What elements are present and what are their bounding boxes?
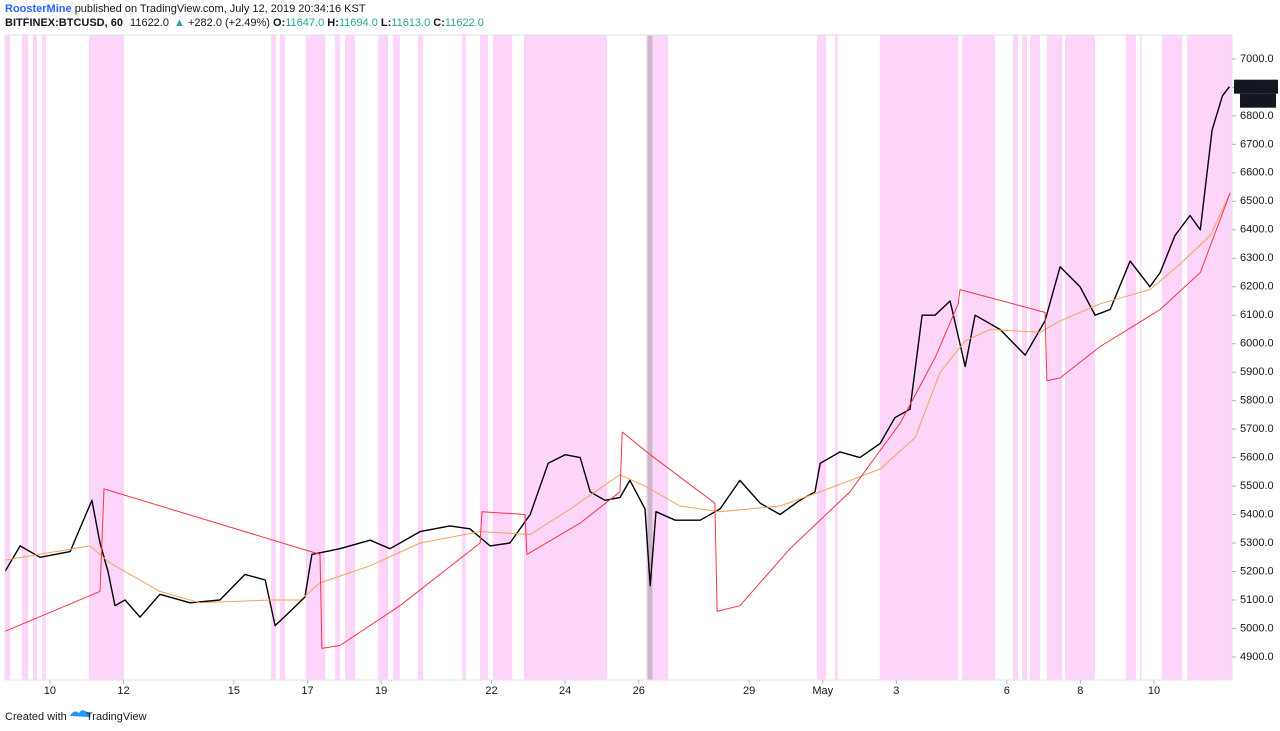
open-label: O: — [273, 17, 285, 29]
highlight-band — [879, 35, 959, 680]
x-tick-label: 10 — [44, 685, 56, 697]
plot-frame — [4, 34, 1233, 681]
y-tick-label: 6100.0 — [1240, 309, 1274, 321]
open-value: 11647.0 — [285, 17, 324, 29]
x-tick-label: May — [812, 685, 833, 697]
highlight-band — [480, 35, 489, 680]
highlight-band — [493, 35, 513, 680]
low-label: L: — [381, 17, 391, 29]
y-tick-label: 5200.0 — [1240, 565, 1274, 577]
last-price-box — [1234, 79, 1278, 94]
highlight-band — [335, 35, 340, 680]
highlight-band — [1139, 35, 1142, 680]
highlight-band — [271, 35, 276, 680]
highlight-band — [417, 35, 424, 680]
marker-band — [647, 35, 653, 680]
highlight-band — [462, 35, 466, 680]
highlight-band — [1064, 35, 1096, 680]
x-tick-label: 10 — [1148, 685, 1160, 697]
y-tick-label: 7000.0 — [1240, 53, 1274, 65]
x-tick-label: 29 — [743, 685, 755, 697]
footer-created: Created with — [5, 711, 67, 723]
y-tick-label: 6200.0 — [1240, 281, 1274, 293]
x-tick-label: 3 — [893, 685, 899, 697]
highlight-band — [1046, 35, 1062, 680]
x-tick-label: 26 — [633, 685, 645, 697]
highlight-band — [32, 35, 38, 680]
highlight-band — [1013, 35, 1019, 680]
y-tick-label: 6600.0 — [1240, 167, 1274, 179]
highlight-band — [88, 35, 124, 680]
x-tick-label: 8 — [1077, 685, 1083, 697]
x-tick-label: 19 — [375, 685, 387, 697]
symbol: BITFINEX:BTCUSD, 60 — [5, 17, 123, 29]
y-tick-label: 6700.0 — [1240, 138, 1274, 150]
header-line-2: BITFINEX:BTCUSD, 60 11622.0 ▲ +282.0 (+2… — [5, 17, 484, 29]
highlight-band — [306, 35, 326, 680]
y-tick-label: 5600.0 — [1240, 452, 1274, 464]
countdown-label: 25:45 — [1244, 95, 1272, 107]
highlight-band — [5, 35, 11, 680]
y-tick-label: 6800.0 — [1240, 110, 1274, 122]
y-tick-label: 5400.0 — [1240, 508, 1274, 520]
highlight-band — [1029, 35, 1040, 680]
series-line — [4, 192, 1231, 649]
low-value: 11613.0 — [391, 17, 430, 29]
series-lines — [4, 86, 1231, 649]
header-line-1: RoosterMine published on TradingView.com… — [5, 3, 366, 15]
highlight-band — [345, 35, 355, 680]
high-label: H: — [327, 17, 339, 29]
highlight-band — [279, 35, 286, 680]
y-tick-label: 6300.0 — [1240, 252, 1274, 264]
y-tick-label: 5000.0 — [1240, 622, 1274, 634]
y-tick-label: 6000.0 — [1240, 338, 1274, 350]
highlight-band — [523, 35, 608, 680]
highlight-band — [1126, 35, 1136, 680]
highlight-band — [378, 35, 389, 680]
x-tick-label: 17 — [301, 685, 313, 697]
change-arrow: ▲ — [174, 17, 185, 29]
footer-brand[interactable]: TradingView — [86, 711, 147, 723]
close-value: 11622.0 — [445, 17, 484, 29]
highlight-band — [834, 35, 838, 680]
highlight-band — [1162, 35, 1182, 680]
y-tick-label: 4900.0 — [1240, 651, 1274, 663]
change: +282.0 (+2.49%) — [188, 17, 270, 29]
y-tick-label: 5500.0 — [1240, 480, 1274, 492]
x-tick-label: 15 — [228, 685, 240, 697]
y-tick-label: 5300.0 — [1240, 537, 1274, 549]
x-tick-label: 6 — [1004, 685, 1010, 697]
highlight-band — [816, 35, 827, 680]
high-value: 11694.0 — [339, 17, 378, 29]
header-price: 11622.0 — [130, 17, 169, 29]
author[interactable]: RoosterMine — [5, 3, 72, 15]
tradingview-logo — [70, 710, 91, 717]
y-tick-label: 5900.0 — [1240, 366, 1274, 378]
highlight-band — [962, 35, 995, 680]
highlight-bands — [5, 35, 1232, 680]
y-tick-label: 6400.0 — [1240, 224, 1274, 236]
x-tick-label: 12 — [117, 685, 129, 697]
series-line — [4, 86, 1230, 627]
y-tick-label: 5100.0 — [1240, 594, 1274, 606]
highlight-band — [392, 35, 400, 680]
y-tick-label: 5800.0 — [1240, 395, 1274, 407]
highlight-band — [1187, 35, 1232, 680]
y-tick-label: 5700.0 — [1240, 423, 1274, 435]
x-tick-label: 24 — [559, 685, 571, 697]
y-tick-label: 6500.0 — [1240, 195, 1274, 207]
x-tick-label: 22 — [485, 685, 497, 697]
last-price-label: 6902.5 — [1239, 81, 1273, 93]
countdown-box — [1240, 93, 1276, 108]
published: published on TradingView.com, July 12, 2… — [75, 3, 366, 15]
series-line — [4, 192, 1231, 604]
close-label: C: — [433, 17, 445, 29]
highlight-band — [42, 35, 46, 680]
highlight-band — [1022, 35, 1028, 680]
highlight-band — [21, 35, 29, 680]
